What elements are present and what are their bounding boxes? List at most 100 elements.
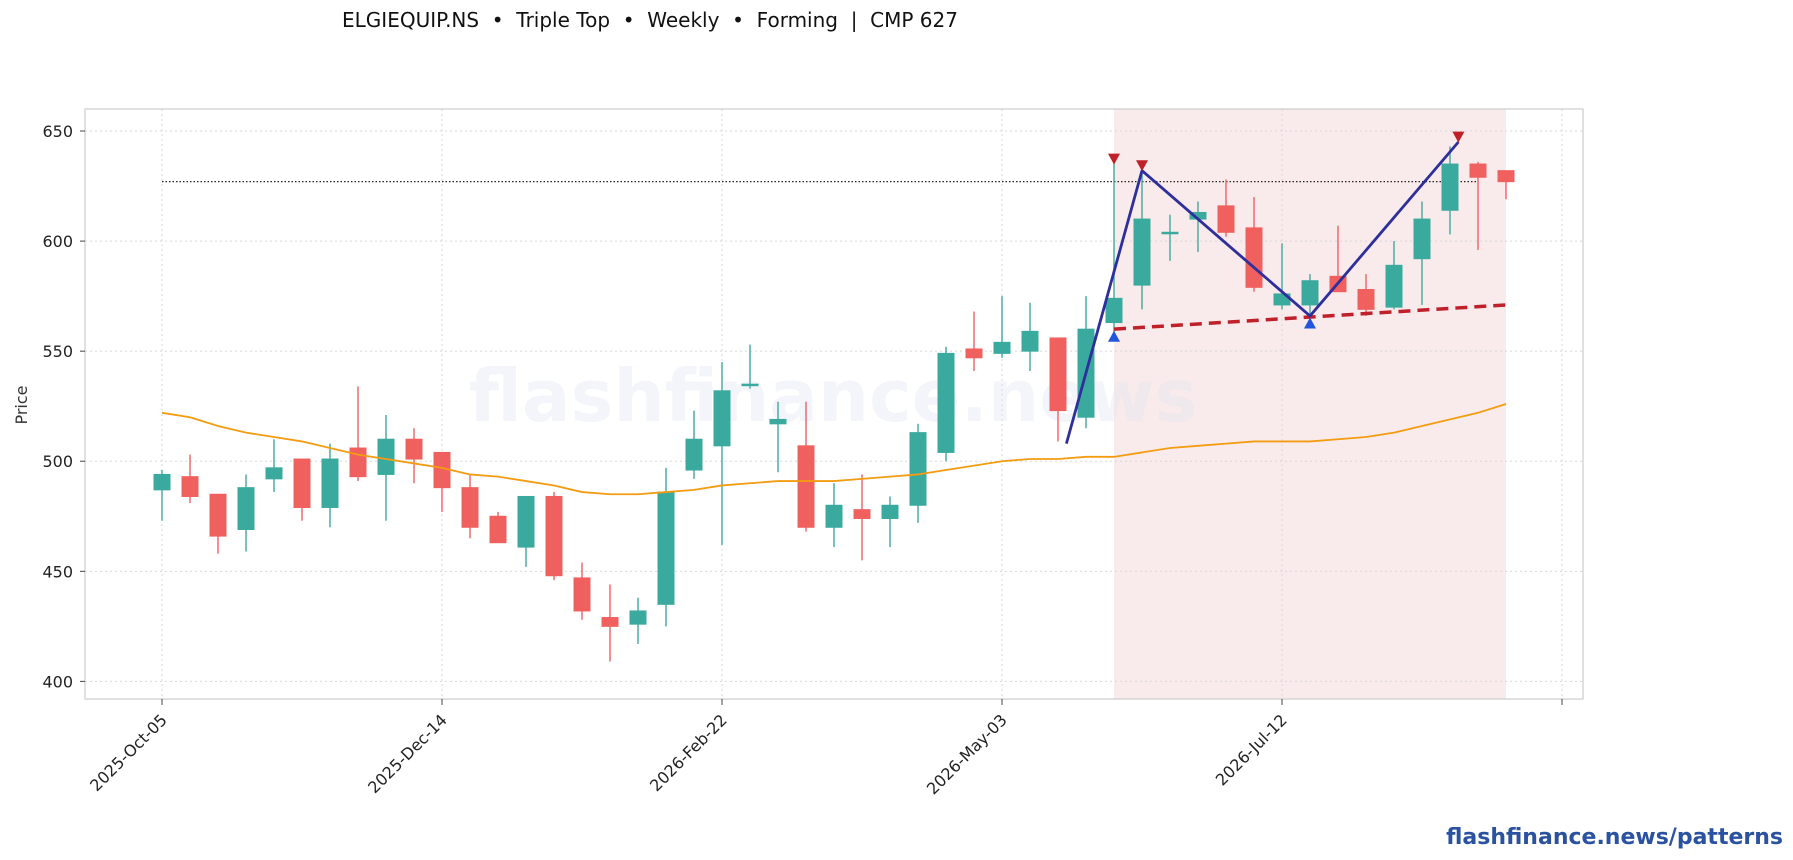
chart-title: ELGIEQUIP.NS • Triple Top • Weekly • For… [342,8,958,32]
candle [1357,274,1375,316]
candle [797,401,815,532]
candle [881,496,899,548]
candle-body [153,473,171,491]
candle-body [321,458,339,508]
moving-average-line [161,403,1507,496]
candle [1469,161,1487,250]
candle [153,470,171,521]
candle-body [209,493,227,537]
candle [209,493,227,554]
candle-body [965,348,983,359]
candle [601,584,619,662]
candle-body [349,447,367,478]
candle-body [1021,330,1039,352]
candle-body [1217,205,1235,233]
candle-body [713,390,731,447]
plot-frame [84,108,1584,700]
pattern-path [1065,141,1460,445]
trough-marker [1108,330,1120,342]
candle [1021,302,1039,371]
candle-body [1441,163,1459,211]
candle [1497,170,1515,200]
candle [909,423,927,523]
candle-body [1357,289,1375,310]
y-tick-label: 500 [42,452,73,471]
candle [713,362,731,545]
pattern-overlay [1065,131,1507,445]
peak-marker [1452,131,1465,143]
candle [825,483,843,548]
pattern-highlight-band [1114,109,1506,699]
candle [265,439,283,493]
candle-body [517,495,535,548]
candle-body [489,515,507,544]
x-tick-label: 2025-Dec-14 [364,710,451,797]
candle-body [265,467,283,480]
candle [685,410,703,479]
watermark: flashfinance.news [469,354,1198,438]
candle [545,492,563,581]
candle [405,428,423,484]
x-tick-label: 2026-Jul-12 [1212,710,1291,789]
candle [237,474,255,552]
candle-body [1469,163,1487,178]
brand-link[interactable]: flashfinance.news/patterns [1446,825,1783,850]
y-tick-label: 600 [42,232,73,251]
candle-body [1497,170,1515,183]
candle-body [853,509,871,519]
y-tick-label: 550 [42,342,73,361]
candle-body [993,341,1011,354]
candle [769,401,787,473]
candle [1049,337,1067,442]
candle-body [657,491,675,605]
trough-marker [1304,317,1316,329]
candle-body [797,445,815,528]
y-tick-label: 650 [42,122,73,141]
candle [1301,274,1319,319]
candle [1217,179,1235,237]
candle [461,474,479,539]
candle [1133,168,1151,310]
candle [293,458,311,521]
candle [853,474,871,561]
x-tick-label: 2026-May-03 [923,710,1011,798]
candle [321,443,339,528]
candle-body [825,504,843,528]
candle-body [1301,280,1319,306]
candle [349,386,367,482]
candle [1161,214,1179,261]
candle-body [881,504,899,519]
candle [629,597,647,644]
candle [1105,159,1123,336]
peak-marker [1136,160,1148,172]
candle [993,296,1011,358]
y-tick-label: 400 [42,672,73,691]
candle-body [377,438,395,475]
plot-background [1114,109,1506,699]
candle [517,495,535,567]
candle [1385,241,1403,310]
candle [181,454,199,504]
candle-body [1049,337,1067,412]
candle-body [1161,231,1179,235]
candle [573,562,591,620]
candle-body [629,610,647,625]
candle-body [1413,218,1431,260]
candle-body [741,383,759,387]
candle-body [769,418,787,425]
candle [657,467,675,627]
x-tick-label: 2026-Feb-22 [646,710,731,795]
candle-body [909,432,927,506]
candle-body [601,617,619,627]
candle-body [545,495,563,577]
moving-average [161,403,1507,496]
candle [965,311,983,371]
candle-body [293,458,311,508]
candle-body [405,438,423,460]
candle-body [237,487,255,530]
candle [433,451,451,512]
y-axis-label: Price [12,385,31,424]
x-tick-label: 2025-Oct-05 [86,710,171,795]
candle [489,511,507,544]
candle-body [181,476,199,497]
